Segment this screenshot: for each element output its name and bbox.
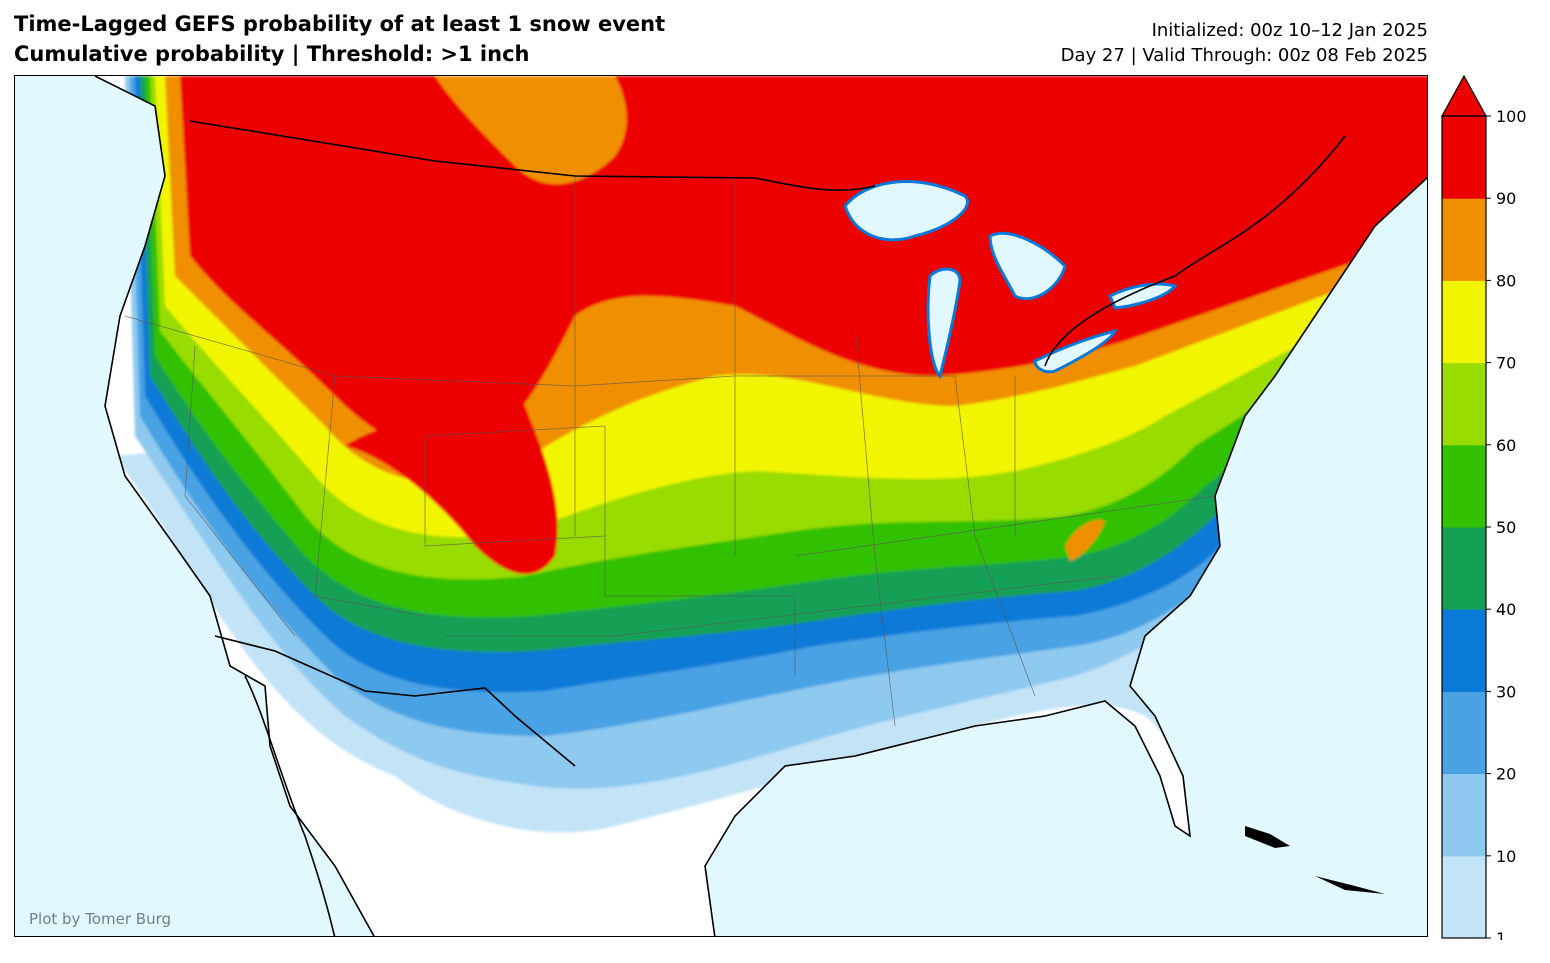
rockies-high-probability <box>345 379 558 575</box>
us-canada-border <box>189 120 756 179</box>
us-canada-border-east <box>1044 135 1346 367</box>
colorbar-label: 70 <box>1496 354 1516 373</box>
colorbar-label: 30 <box>1496 682 1516 701</box>
state-border-line <box>854 325 896 727</box>
colorbar-block <box>1442 773 1486 857</box>
map-title: Time-Lagged GEFS probability of at least… <box>14 12 666 36</box>
map-subtitle: Cumulative probability | Threshold: >1 i… <box>14 42 530 66</box>
lake-superior <box>843 180 969 242</box>
colorbar-block <box>1442 198 1486 281</box>
band-90-100 <box>180 76 1427 454</box>
colorbar-label: 80 <box>1496 271 1516 290</box>
lake-michigan <box>926 267 962 379</box>
appalachian-orange-patch <box>1065 519 1105 561</box>
baja-california-coast <box>244 675 336 936</box>
lake-ontario <box>1108 282 1178 310</box>
colorbar-block <box>1442 280 1486 364</box>
lake-huron <box>988 231 1067 301</box>
montana-orange-patch <box>435 76 627 185</box>
colorbar-label: 1 <box>1496 929 1506 940</box>
us-canada-border-lakes <box>754 177 876 191</box>
state-border-line <box>954 375 1036 697</box>
colorbar-label: 20 <box>1496 765 1516 784</box>
probability-map <box>15 76 1427 936</box>
colorbar-block <box>1442 362 1486 446</box>
colorbar-block <box>1442 855 1486 939</box>
colorbar-label: 10 <box>1496 847 1516 866</box>
map-panel: Plot by Tomer Burg <box>14 75 1428 937</box>
lake-erie <box>1033 328 1118 374</box>
great-lakes <box>843 180 1178 379</box>
caribbean-islands <box>1245 826 1385 894</box>
colorbar-label: 90 <box>1496 189 1516 208</box>
state-borders <box>124 176 1216 727</box>
colorbar-label: 60 <box>1496 436 1516 455</box>
state-border-line <box>184 345 296 637</box>
colorbar-label: 50 <box>1496 518 1516 537</box>
colorbar: 1 10 20 30 40 50 60 70 80 90 100 <box>1440 74 1527 940</box>
colorbar-label: 100 <box>1496 107 1527 126</box>
hispaniola-island <box>1315 876 1385 894</box>
state-border-line <box>794 495 1216 557</box>
west-coastline <box>94 76 375 936</box>
plot-credit: Plot by Tomer Burg <box>29 910 171 928</box>
country-borders <box>94 76 1427 936</box>
state-border-line <box>614 575 1116 637</box>
colorbar-blocks <box>1440 74 1488 939</box>
colorbar-block <box>1442 691 1486 775</box>
colorbar-block <box>1442 527 1486 610</box>
colorbar-label: 40 <box>1496 600 1516 619</box>
initialized-label: Initialized: 00z 10–12 Jan 2025 <box>1151 20 1428 41</box>
colorbar-extend-arrow <box>1440 74 1488 117</box>
cuba-island <box>1245 826 1290 848</box>
colorbar-block <box>1442 609 1486 692</box>
gulf-east-coastline <box>704 176 1427 936</box>
valid-through-label: Day 27 | Valid Through: 00z 08 Feb 2025 <box>1060 45 1428 66</box>
us-mexico-border <box>214 635 576 767</box>
colorbar-labels: 1 10 20 30 40 50 60 70 80 90 100 <box>1486 107 1527 940</box>
state-border-line <box>314 375 426 617</box>
colorbar-block <box>1442 116 1486 199</box>
probability-contours <box>115 76 1427 936</box>
colorbar-block <box>1442 444 1486 528</box>
state-border-line <box>604 536 796 676</box>
